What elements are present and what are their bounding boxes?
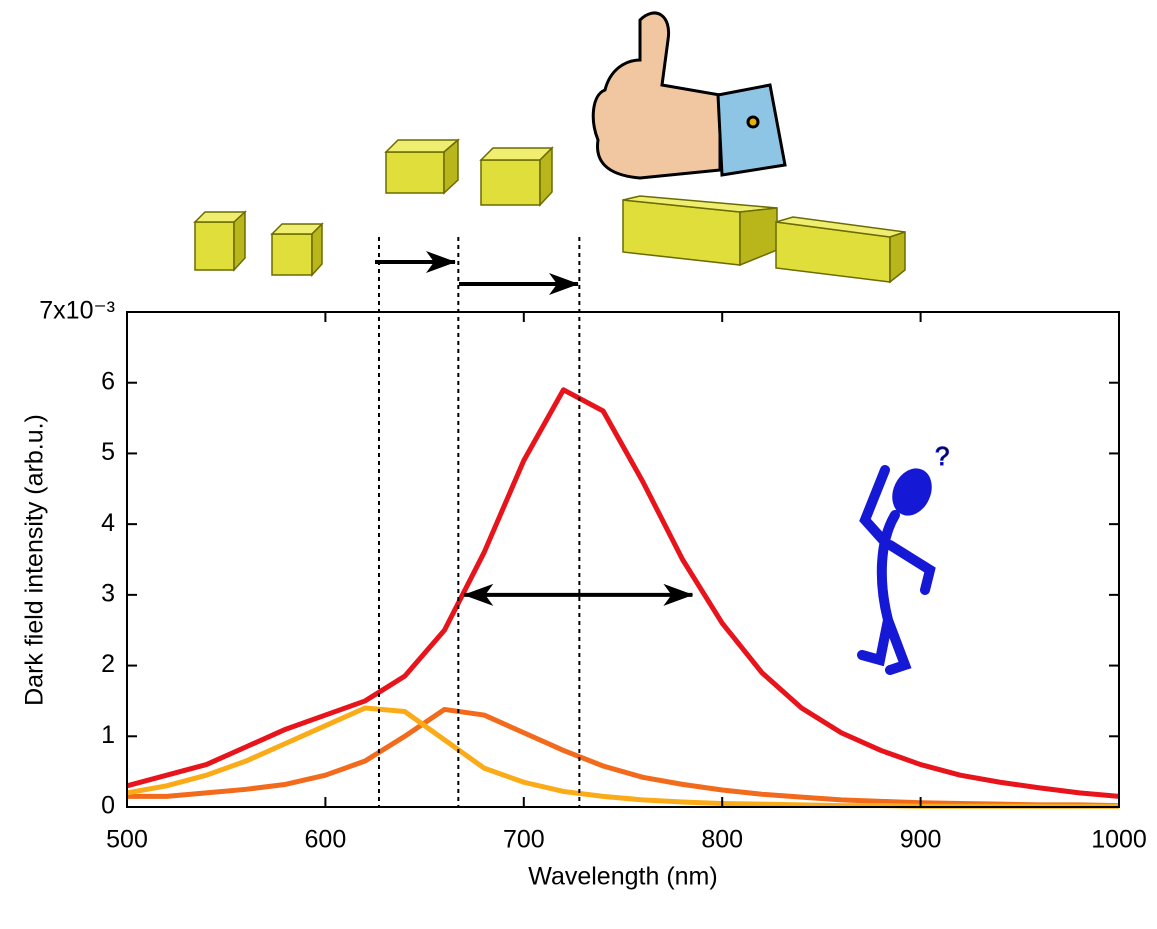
chart: ? Wavelength (nm) Dark field intensity (…: [0, 0, 1157, 924]
y-tick-label: 3: [101, 579, 115, 607]
x-tick-label: 1000: [1091, 826, 1147, 854]
thinking-person-illustration: ?: [862, 441, 949, 670]
x-tick-label: 900: [900, 826, 942, 854]
y-tick-label: 2: [101, 650, 115, 678]
y-axis-label: Dark field intensity (arb.u.): [21, 414, 49, 706]
y-tick-label: 4: [101, 509, 115, 537]
data-line: [127, 709, 1119, 805]
y-tick-label: 7x10⁻³: [39, 297, 115, 325]
x-tick-label: 800: [701, 826, 743, 854]
question-mark: ?: [935, 441, 949, 471]
plot-area: 0 1 2 3 4 5 6 7x10⁻³ 500 600 700 800 900 1000: [39, 237, 1147, 854]
x-tick-label: 600: [305, 826, 347, 854]
x-axis-label: Wavelength (nm): [528, 863, 717, 891]
y-tick-label: 0: [101, 792, 115, 820]
x-tick-label: 500: [106, 826, 148, 854]
y-tick-label: 6: [101, 367, 115, 395]
y-tick-label: 5: [101, 438, 115, 466]
cube-illustrations: [195, 140, 905, 282]
y-tick-label: 1: [101, 721, 115, 749]
x-tick-label: 700: [503, 826, 545, 854]
thumbs-up-illustration: [593, 13, 785, 178]
data-line: [127, 708, 1119, 806]
